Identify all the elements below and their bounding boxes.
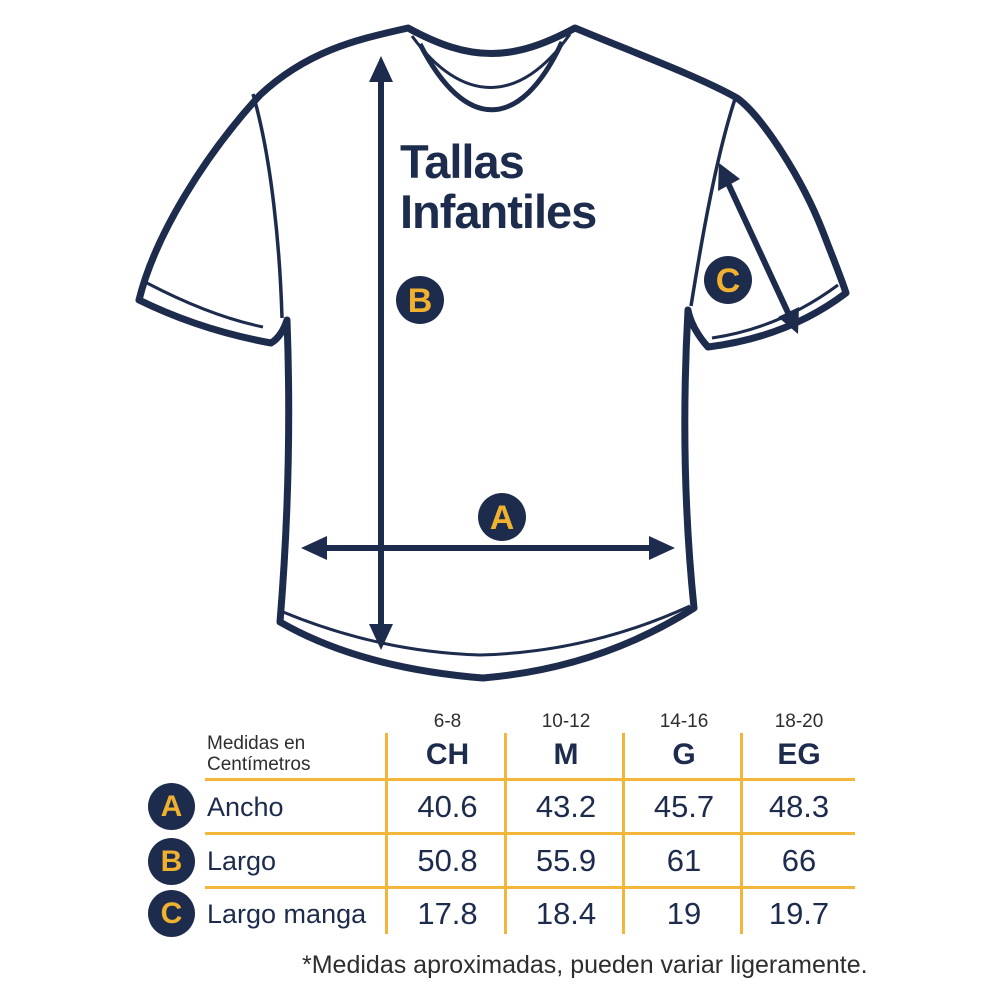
column-age-eg: 18-20 — [774, 711, 824, 732]
column-age-ch: 6-8 — [433, 711, 462, 732]
column-age-g: 14-16 — [659, 711, 709, 732]
column-size-g: G — [672, 738, 696, 771]
column-age-m: 10-12 — [541, 711, 591, 732]
left-sleeve-seam-line — [251, 93, 284, 319]
right-cuff-inner-line — [711, 283, 839, 340]
svg-text:B: B — [408, 282, 433, 320]
right-sleeve-seam-line — [689, 98, 737, 307]
row-label-largo-manga: Largo manga — [207, 899, 367, 929]
table-hline-1 — [205, 778, 855, 781]
unit-label: Medidas en Centímetros — [207, 733, 310, 775]
unit-label-line-1: Medidas en — [207, 733, 306, 754]
cell-largo-ch: 50.8 — [417, 843, 478, 878]
marker-badge-b: B — [396, 276, 444, 324]
left-cuff-inner-line — [146, 281, 264, 329]
column-size-m: M — [553, 738, 579, 771]
row-label-largo: Largo — [207, 846, 277, 876]
hem-inner-line — [282, 604, 691, 657]
footnote: *Medidas aproximadas, pueden variar lige… — [302, 951, 868, 979]
cell-ancho-g: 45.7 — [653, 789, 715, 824]
column-size-ch: CH — [425, 738, 470, 771]
marker-badge-a: A — [478, 493, 526, 541]
marker-badge-c: C — [704, 256, 752, 304]
row-badge-b: B — [148, 838, 195, 885]
cell-ancho-m: 43.2 — [535, 789, 597, 824]
svg-text:A: A — [490, 499, 515, 537]
length-arrow-b — [369, 56, 393, 650]
cell-manga-m: 18.4 — [535, 896, 597, 931]
cell-manga-g: 19 — [666, 896, 702, 931]
cell-largo-m: 55.9 — [535, 843, 597, 878]
cell-largo-eg: 66 — [781, 843, 817, 878]
width-arrow-a — [301, 536, 675, 560]
sleeve-arrow-c — [718, 163, 799, 334]
title-line-1: Tallas — [400, 135, 525, 188]
cell-largo-g: 61 — [666, 843, 702, 878]
cell-manga-eg: 19.7 — [768, 896, 830, 931]
collar-inner-thin-line — [410, 33, 572, 89]
svg-text:C: C — [716, 262, 741, 300]
cell-ancho-ch: 40.6 — [417, 789, 478, 824]
table-hline-2 — [205, 832, 855, 835]
cell-ancho-eg: 48.3 — [768, 789, 830, 824]
cell-manga-ch: 17.8 — [417, 896, 478, 931]
diagram-title: Tallas Infantiles — [400, 135, 597, 238]
row-label-ancho: Ancho — [207, 792, 284, 822]
table-hline-3 — [205, 886, 855, 889]
row-badge-a: A — [148, 783, 195, 830]
unit-label-line-2: Centímetros — [207, 754, 311, 775]
title-line-2: Infantiles — [400, 185, 597, 238]
column-size-eg: EG — [777, 738, 821, 771]
collar-inner-thick-line — [417, 40, 565, 113]
row-badge-c: C — [148, 890, 195, 937]
tshirt-outline — [135, 24, 850, 682]
